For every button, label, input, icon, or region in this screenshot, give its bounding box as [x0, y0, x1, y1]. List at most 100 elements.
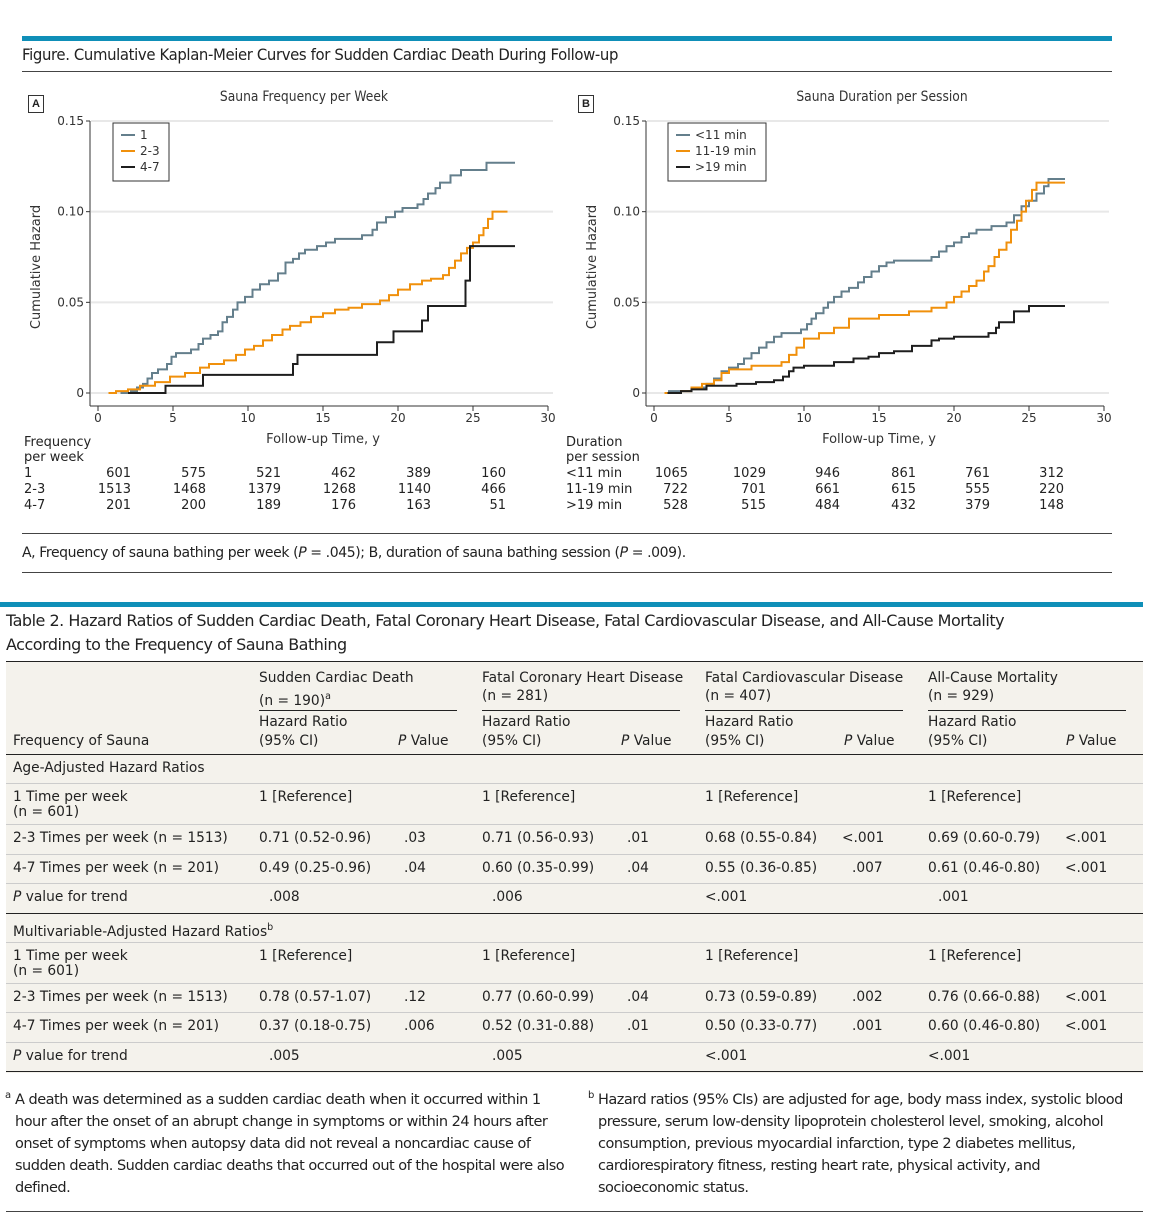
p-value: .001: [852, 1018, 883, 1034]
row-rule: [6, 941, 1143, 943]
footnote-b-text: Hazard ratios (95% CIs) are adjusted for…: [598, 1092, 1123, 1196]
caption-p-1: P: [298, 545, 307, 561]
p-value: .04: [627, 859, 649, 876]
row-label: 2-3 Times per week (n = 1513): [13, 830, 228, 846]
caption-text-3: = .009).: [627, 545, 686, 561]
panel-label-a: A: [28, 95, 44, 113]
risk-table-value: 189: [256, 498, 281, 513]
p-value: .01: [627, 1018, 649, 1034]
chart-a-series-3-line: [128, 245, 515, 394]
p-value: <.001: [842, 830, 885, 846]
chart-a-title: Sauna Frequency per Week: [219, 89, 389, 105]
chart-b-y-tick-label: 0.15: [613, 114, 640, 128]
risk-table-group: 11-19 min: [566, 482, 633, 497]
hazard-ratio-value: 0.76 (0.66-0.88): [928, 988, 1041, 1005]
risk-table-group: 1: [24, 466, 33, 481]
ci-header: (95% CI): [259, 733, 319, 749]
risk-table-value: 201: [106, 498, 131, 513]
chart-a-y-tick-label: 0.15: [57, 114, 84, 128]
chart-b-series-3-line: [667, 304, 1065, 394]
risk-table-value: 466: [481, 482, 506, 497]
hazard-ratio-value: 0.78 (0.57-1.07): [259, 988, 372, 1005]
chart-b-x-tick-label: 25: [1021, 411, 1036, 425]
trend-row-label: P value for trend: [13, 1047, 128, 1064]
risk-table-value: 51: [489, 498, 506, 513]
chart-a-y-tick-label: 0.05: [57, 295, 84, 309]
footnote-a: a A death was determined as a sudden car…: [5, 1089, 565, 1199]
hazard-ratio-header: Hazard Ratio: [705, 714, 794, 730]
chart-b-series-2-line: [664, 181, 1065, 394]
row-label-n: (n = 601): [13, 962, 80, 979]
ci-header: (95% CI): [482, 733, 542, 749]
risk-table-value: 160: [481, 466, 506, 481]
chart-b-x-tick-label: 0: [650, 411, 658, 425]
hazard-ratio-value: 0.71 (0.56-0.93): [482, 830, 595, 846]
row-rule: [6, 1012, 1143, 1013]
hazard-ratio-value: 1 [Reference]: [482, 789, 576, 805]
row-label: 4-7 Times per week (n = 201): [13, 859, 220, 876]
hazard-ratio-table: Sudden Cardiac Death (n = 190)a Hazard Rat…: [6, 661, 1143, 1073]
hazard-ratio-value: 1 [Reference]: [259, 789, 353, 805]
risk-table-value: 389: [406, 466, 431, 481]
row-label: 4-7 Times per week (n = 201): [13, 1018, 220, 1034]
risk-table-value: 601: [106, 466, 131, 481]
risk-table-value: 946: [815, 466, 840, 481]
hazard-ratio-value: 0.60 (0.35-0.99): [482, 859, 595, 876]
caption-p-2: P: [619, 545, 628, 561]
chart-a-x-tick-label: 15: [315, 411, 330, 425]
figure-accent-bar: [22, 36, 1112, 41]
p-value: <.001: [1065, 830, 1108, 846]
column-group-n: (n = 190)a: [259, 691, 331, 709]
risk-table-value: 575: [181, 466, 206, 481]
risk-table-group: <11 min: [566, 466, 623, 481]
risk-table-value: 515: [741, 498, 766, 513]
chart-b-x-tick-label: 5: [725, 411, 733, 425]
hazard-ratio-value: 0.77 (0.60-0.99): [482, 988, 595, 1005]
hazard-ratio-header: Hazard Ratio: [928, 714, 1017, 730]
p-value: .12: [404, 988, 426, 1005]
chart-a-y-tick-label: 0.10: [57, 205, 84, 219]
chart-b-title: Sauna Duration per Session: [796, 89, 968, 105]
risk-table-group: 2-3: [24, 482, 46, 497]
chart-b-x-tick-label: 20: [946, 411, 961, 425]
chart-b-x-tick-label: 10: [796, 411, 811, 425]
column-group-title: Sudden Cardiac Death: [259, 670, 414, 686]
figure-title: Figure. Cumulative Kaplan-Meier Curves f…: [22, 45, 619, 64]
risk-table-value: 1468: [172, 482, 206, 497]
column-group-title: All-Cause Mortality: [928, 670, 1058, 686]
section-title: Age-Adjusted Hazard Ratios: [13, 760, 205, 776]
chart-a-x-axis-title: Follow-up Time, y: [266, 432, 380, 447]
risk-table-value: 432: [891, 498, 916, 513]
risk-table-value: 1065: [654, 466, 688, 481]
ci-header: (95% CI): [928, 733, 988, 749]
table-title: Table 2. Hazard Ratios of Sudden Cardiac…: [6, 609, 1005, 657]
chart-a-legend-label: 4-7: [140, 160, 160, 174]
trend-p-value: <.001: [705, 889, 748, 905]
chart-a-y-tick-label: 0: [76, 386, 84, 400]
column-group-title: Fatal Cardiovascular Disease: [705, 670, 904, 686]
hazard-ratio-value: 0.52 (0.31-0.88): [482, 1018, 595, 1034]
column-group-rule: [705, 710, 903, 711]
row-rule: [6, 1041, 1143, 1043]
caption-text-1: A, Frequency of sauna bathing per week (: [22, 545, 299, 561]
hazard-ratio-value: 0.37 (0.18-0.75): [259, 1018, 372, 1034]
p-value: .03: [404, 830, 426, 846]
chart-b-y-tick-label: 0.10: [613, 205, 640, 219]
hazard-ratio-value: 0.71 (0.52-0.96): [259, 830, 372, 846]
hazard-ratio-value: 0.50 (0.33-0.77): [705, 1018, 818, 1034]
table-title-line-1: Table 2. Hazard Ratios of Sudden Cardiac…: [6, 611, 1005, 630]
p-value-header: P Value: [621, 733, 672, 749]
column-group-rule: [259, 710, 457, 711]
hazard-ratio-header: Hazard Ratio: [259, 714, 348, 730]
figure-caption: A, Frequency of sauna bathing per week (…: [22, 545, 686, 561]
chart-a-x-tick-label: 20: [390, 411, 405, 425]
section-bottom-rule: [6, 1071, 1143, 1072]
trend-p-value: .006: [492, 889, 523, 905]
risk-table-value: 148: [1039, 498, 1064, 513]
risk-table-value: 861: [891, 466, 916, 481]
row-header: Frequency of Sauna: [13, 733, 150, 749]
risk-table-group: >19 min: [566, 498, 623, 513]
row-rule: [6, 853, 1143, 855]
chart-b-x-tick-label: 30: [1096, 411, 1111, 425]
risk-table-label: Frequency: [24, 435, 92, 450]
